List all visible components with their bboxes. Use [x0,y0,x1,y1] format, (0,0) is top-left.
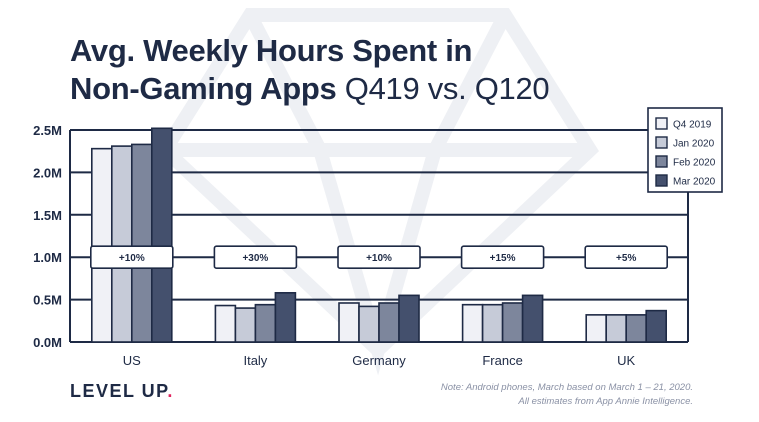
change-annotation: +10% [366,253,392,264]
x-tick-label: France [482,353,522,368]
legend-swatch [655,174,668,187]
x-tick-label: Italy [243,353,267,368]
y-tick-label: 0.5M [33,293,62,308]
x-tick-label: Germany [352,353,406,368]
bar [254,303,277,343]
bar [398,294,420,343]
bar [481,303,504,343]
bar [91,147,113,343]
footnote-line-1: Note: Android phones, March based on Mar… [440,382,693,393]
y-tick-label: 2.5M [33,123,62,138]
x-tick-label: US [123,353,141,368]
footnote-line-2: All estimates from App Annie Intelligenc… [518,396,693,407]
legend-label: Mar 2020 [673,177,716,188]
bar [358,305,380,343]
bar [521,294,544,343]
y-tick-label: 1.0M [33,250,62,265]
change-annotation-box [337,245,421,269]
brand-name: LEVEL UP [70,381,168,401]
brand-logo: LEVEL UP. [70,381,174,402]
y-tick-label: 1.5M [33,208,62,223]
y-tick-label: 0.0M [33,335,62,350]
bar [461,303,484,343]
legend-label: Feb 2020 [673,158,716,169]
change-annotation: +10% [119,253,145,264]
title-line-1: Avg. Weekly Hours Spent in [70,33,473,68]
chart-title: Avg. Weekly Hours Spent in Non-Gaming Ap… [70,32,550,108]
title-line-2-light: Q419 vs. Q120 [336,71,550,106]
footnote: Note: Android phones, March based on Mar… [441,381,693,409]
change-annotation-box [584,245,669,269]
bar [338,302,360,343]
bar [234,307,257,343]
legend-swatch [655,117,668,130]
bar [585,314,608,343]
bar [274,292,297,343]
change-annotation-box [90,245,174,269]
y-tick-label: 2.0M [33,165,62,180]
brand-dot: . [167,381,174,401]
change-annotation: +15% [490,253,516,264]
legend-label: Jan 2020 [673,139,715,150]
change-annotation: +5% [616,253,636,264]
bar [131,143,153,343]
change-annotation: +30% [242,253,268,264]
x-tick-label: UK [617,353,635,368]
title-line-2: Non-Gaming Apps Q419 vs. Q120 [70,70,550,108]
bar [645,309,668,343]
change-annotation-box [460,245,545,269]
bar [151,127,173,343]
title-line-2-bold: Non-Gaming Apps [70,71,337,106]
bar [625,314,648,343]
bar [111,145,133,343]
change-annotation-box [213,245,298,269]
legend-swatch [655,136,668,149]
bar [378,302,400,343]
legend-swatch [655,155,668,168]
bar [605,314,628,343]
bar [214,304,237,343]
bar [501,302,524,343]
legend-label: Q4 2019 [673,120,712,131]
